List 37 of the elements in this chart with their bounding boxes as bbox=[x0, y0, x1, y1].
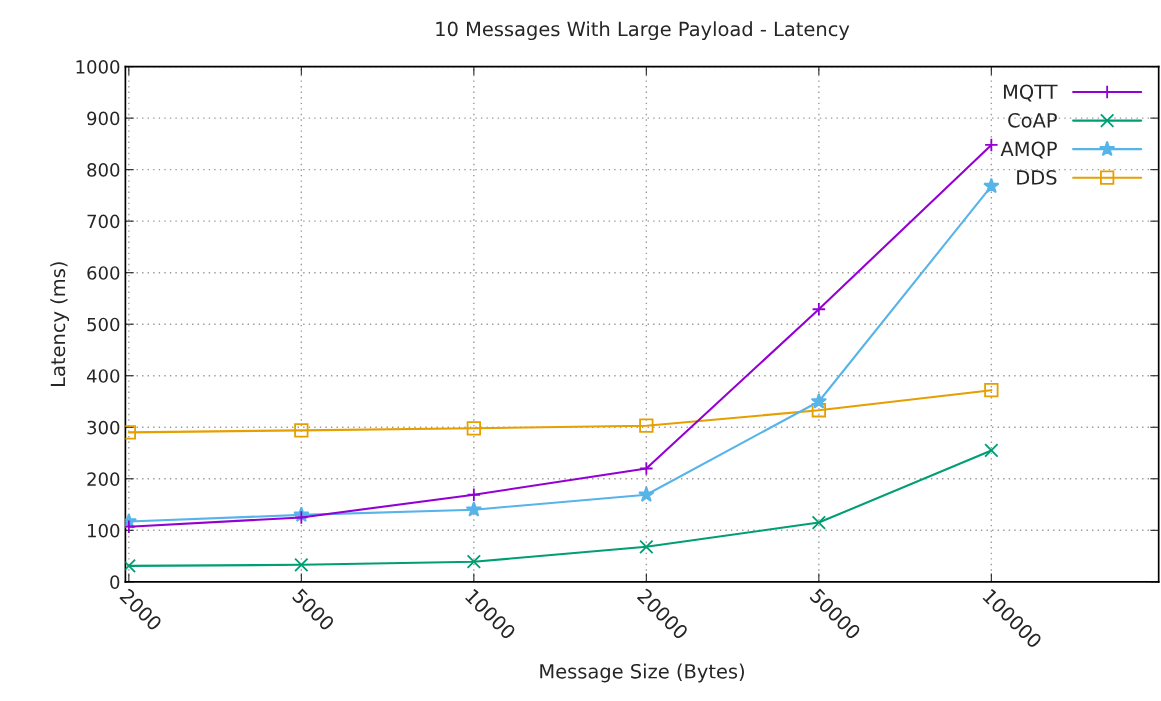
y-tick-label: 200 bbox=[87, 472, 120, 486]
legend-label: DDS bbox=[1017, 170, 1057, 185]
y-tick-label: 0 bbox=[110, 575, 120, 589]
point bbox=[811, 515, 827, 530]
point bbox=[984, 383, 999, 398]
point bbox=[294, 510, 309, 525]
point bbox=[466, 487, 481, 502]
chart-title: 10 Messages With Large Payload - Latency bbox=[436, 21, 850, 41]
point bbox=[810, 392, 828, 409]
y-axis-title: Latency (ms) bbox=[50, 262, 70, 386]
point bbox=[811, 302, 827, 317]
legend-label: MQTT bbox=[1003, 84, 1058, 102]
y-tick-label: 100 bbox=[88, 523, 120, 538]
point bbox=[639, 461, 654, 476]
point bbox=[983, 177, 1000, 194]
point bbox=[811, 403, 827, 418]
legend-label: CoAP bbox=[1008, 112, 1057, 128]
y-tick-label: 800 bbox=[87, 163, 120, 177]
point bbox=[465, 501, 483, 517]
y-tick-label: 600 bbox=[87, 266, 120, 280]
legend-label: AMQP bbox=[1000, 141, 1057, 159]
x-axis-title: Message Size (Bytes) bbox=[540, 663, 744, 683]
point bbox=[294, 423, 309, 438]
point bbox=[466, 421, 481, 436]
point bbox=[466, 554, 481, 569]
point bbox=[638, 486, 655, 502]
point bbox=[984, 137, 999, 153]
y-tick-label: 300 bbox=[87, 420, 120, 435]
point bbox=[984, 443, 999, 458]
y-tick-label: 400 bbox=[86, 369, 120, 383]
point bbox=[639, 418, 654, 433]
y-tick-label: 900 bbox=[87, 111, 120, 126]
y-tick-label: 500 bbox=[87, 317, 120, 332]
point bbox=[639, 539, 654, 554]
point bbox=[294, 557, 309, 572]
y-tick-label: 1000 bbox=[76, 60, 120, 74]
y-tick-label: 700 bbox=[87, 214, 120, 229]
